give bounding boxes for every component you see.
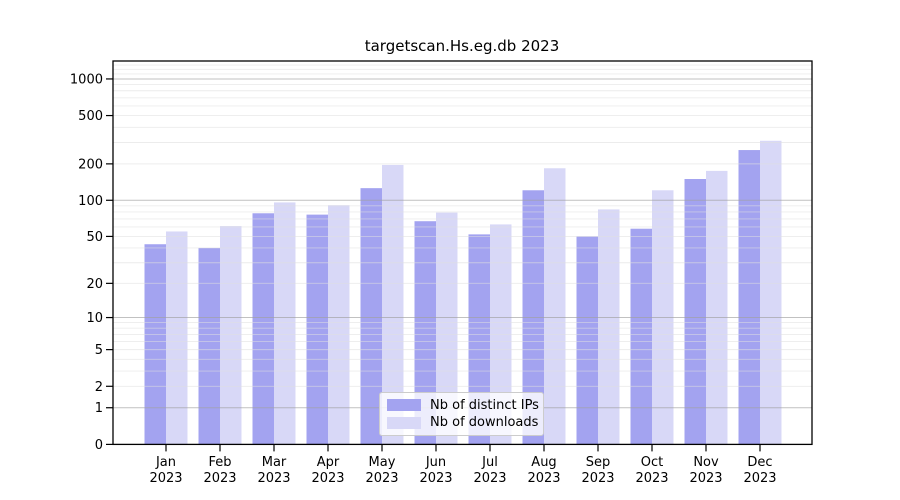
bar-distinct-ips-jul-2023	[468, 234, 490, 445]
legend-swatch-distinct-ips	[387, 399, 421, 412]
x-tick-label-month: Nov	[693, 455, 719, 470]
legend: Nb of distinct IPs Nb of downloads	[379, 392, 544, 436]
x-tick-label-year: 2023	[581, 471, 614, 486]
x-tick-label-month: Feb	[208, 455, 231, 470]
bar-downloads-jan-2023	[166, 231, 188, 445]
x-tick-label-month: Apr	[317, 455, 340, 470]
bar-downloads-nov-2023	[706, 170, 728, 445]
bar-downloads-dec-2023	[760, 140, 782, 445]
x-tick-label-year: 2023	[257, 471, 290, 486]
y-tick-label: 200	[78, 157, 103, 172]
bar-downloads-may-2023	[382, 164, 404, 445]
bar-downloads-sep-2023	[598, 209, 620, 445]
bar-distinct-ips-oct-2023	[630, 228, 652, 445]
legend-swatch-downloads	[387, 416, 421, 429]
x-tick-label-month: Sep	[586, 455, 611, 470]
y-tick-label: 50	[86, 230, 103, 245]
legend-label-distinct-ips: Nb of distinct IPs	[430, 397, 539, 413]
legend-label-downloads: Nb of downloads	[430, 415, 539, 431]
y-tick-label: 0	[95, 438, 103, 453]
bar-distinct-ips-nov-2023	[684, 179, 706, 445]
bar-distinct-ips-may-2023	[360, 188, 382, 445]
y-tick-label: 20	[86, 277, 103, 292]
x-tick-label-year: 2023	[743, 471, 776, 486]
legend-item-downloads: Nb of downloads	[387, 415, 539, 431]
gridlines-group	[113, 64, 812, 409]
tick-labels-group: 01251020501002005001000Jan2023Feb2023Mar…	[70, 72, 777, 486]
y-tick-label: 10	[86, 311, 103, 326]
y-tick-label: 1	[95, 401, 103, 416]
x-tick-label-year: 2023	[689, 471, 722, 486]
x-tick-label-month: Jan	[155, 455, 176, 470]
x-tick-label-month: Dec	[747, 455, 772, 470]
x-tick-label-month: Jun	[425, 455, 446, 470]
y-tick-label: 5	[95, 343, 103, 358]
bar-distinct-ips-sep-2023	[576, 236, 598, 445]
x-tick-label-year: 2023	[311, 471, 344, 486]
x-tick-label-month: Jul	[481, 455, 498, 470]
bar-distinct-ips-feb-2023	[198, 247, 220, 445]
x-tick-label-year: 2023	[527, 471, 560, 486]
axes-group	[106, 60, 813, 452]
x-tick-label-year: 2023	[473, 471, 506, 486]
x-tick-label-year: 2023	[635, 471, 668, 486]
x-tick-label-year: 2023	[149, 471, 182, 486]
bar-distinct-ips-dec-2023	[738, 150, 760, 445]
x-tick-label-month: Oct	[641, 455, 663, 470]
bar-distinct-ips-apr-2023	[306, 214, 328, 445]
bar-distinct-ips-jan-2023	[144, 244, 166, 445]
y-tick-label: 1000	[70, 72, 103, 87]
bar-distinct-ips-jun-2023	[414, 221, 436, 445]
y-tick-label: 100	[78, 194, 103, 209]
bar-downloads-aug-2023	[544, 168, 566, 445]
legend-item-distinct-ips: Nb of distinct IPs	[387, 397, 539, 413]
x-tick-label-month: Aug	[531, 455, 556, 470]
x-tick-label-year: 2023	[419, 471, 452, 486]
y-tick-label: 2	[95, 380, 103, 395]
plot-frame	[112, 60, 813, 446]
bar-downloads-feb-2023	[220, 226, 242, 445]
chart-title: targetscan.Hs.eg.db 2023	[365, 37, 560, 55]
x-tick-label-month: May	[369, 455, 396, 470]
x-tick-label-year: 2023	[203, 471, 236, 486]
x-tick-label-month: Mar	[262, 455, 287, 470]
x-tick-label-year: 2023	[365, 471, 398, 486]
bar-downloads-apr-2023	[328, 205, 350, 445]
y-tick-label: 500	[78, 109, 103, 124]
